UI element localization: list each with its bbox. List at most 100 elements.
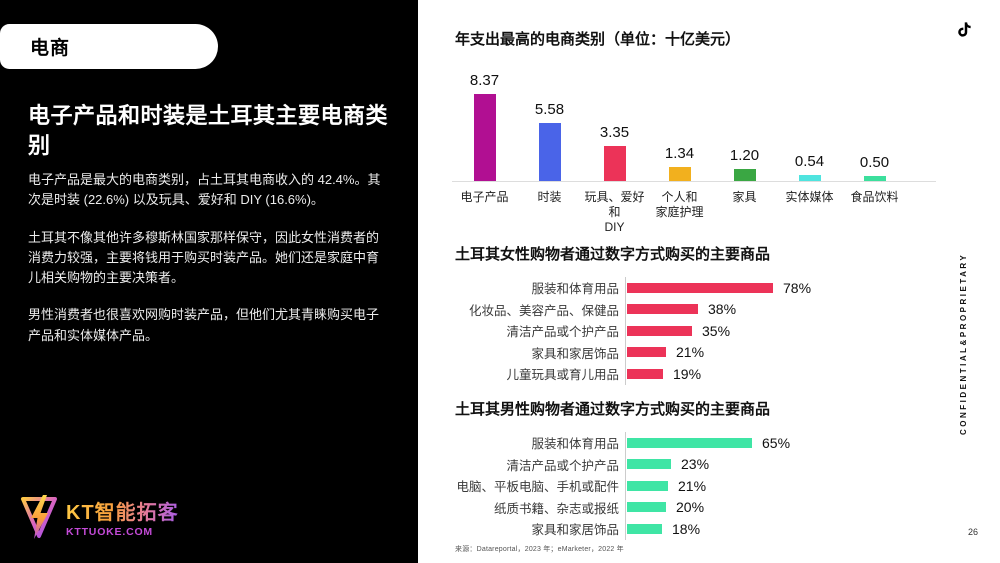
bar-value-label: 0.54 [794, 153, 825, 171]
x-axis-line [452, 181, 936, 182]
hbar-row: 化妆品、美容产品、保健品 38% [455, 298, 995, 320]
bar [798, 175, 821, 181]
hbar [627, 437, 752, 448]
bar-value-label: 3.35 [599, 124, 630, 142]
hbar-value-label: 19% [673, 365, 702, 382]
hbar-value-label: 38% [708, 301, 737, 318]
hbar-track: 20% [625, 496, 704, 518]
hbar-value-label: 78% [783, 279, 812, 296]
men-chart-section: 土耳其男性购物者通过数字方式购买的主要商品 服装和体育用品 65% 清洁产品或个护产… [455, 398, 995, 540]
bar [538, 122, 561, 181]
hbar-category-label: 清洁产品或个护产品 [506, 325, 619, 340]
bar-value-label: 8.37 [469, 71, 500, 89]
body-paragraphs: 电子产品是最大的电商类别，占土耳其电商收入的 42.4%。其次是时装 (22.6… [28, 170, 386, 363]
body-paragraph: 男性消费者也很喜欢网购时装产品，但他们尤其青睐购买电子产品和实体媒体产品。 [28, 307, 380, 343]
bar-category-label: 个人和 家庭护理 [655, 190, 704, 219]
bar-value-label: 1.34 [664, 145, 695, 163]
hbar-row: 服装和体育用品 78% [455, 277, 995, 299]
hbar [627, 282, 773, 293]
hbar [627, 347, 666, 358]
bar-columns: 8.37 5.58 3.35 1.34 1.20 0.54 0.50 [452, 58, 936, 181]
women-chart-section: 土耳其女性购物者通过数字方式购买的主要商品 服装和体育用品 78% 化妆品、美容产品… [455, 243, 995, 385]
lightning-bolt-triangle-icon [21, 495, 57, 539]
hbar-category-label: 电脑、平板电脑、手机或配件 [456, 480, 619, 495]
slide-title: 电子产品和时装是土耳其主要电商类别 [28, 103, 389, 159]
spend-chart-title: 年支出最高的电商类别（单位：十亿美元） [455, 31, 741, 48]
women-chart-title: 土耳其女性购物者通过数字方式购买的主要商品 [455, 246, 771, 263]
bar-column: 8.37 [452, 58, 517, 181]
brand-name: KT智能拓客 [66, 496, 179, 525]
hbar [627, 523, 662, 534]
hbar-value-label: 21% [678, 477, 707, 494]
hbar-category-label: 服装和体育用品 [531, 437, 619, 452]
hbar-value-label: 23% [681, 456, 710, 473]
source-note: 来源：Datareportal，2023 年；eMarketer，2022 年 [455, 546, 624, 553]
spend-bar-chart: 8.37 5.58 3.35 1.34 1.20 0.54 0.50 电子产品 时装 玩具、爱好… [452, 58, 936, 235]
bar-category-label: 家具 [732, 190, 757, 204]
confidential-label: CONFIDENTIAL&PROPRIETARY [959, 252, 968, 435]
hbar-value-label: 18% [672, 520, 701, 537]
brand-logo: KT智能拓客 KTTUOKE.COM [20, 494, 179, 540]
hbar-track: 18% [625, 518, 700, 540]
bar-category-label: 时装 [537, 190, 562, 204]
hbar [627, 368, 663, 379]
women-chart-rows: 服装和体育用品 78% 化妆品、美容产品、保健品 38% 清洁产品或个护产品 35% 家具和… [455, 277, 995, 385]
body-paragraph: 土耳其不像其他许多穆斯林国家那样保守，因此女性消费者的消费力较强，主要将钱用于购… [28, 229, 380, 286]
hbar-category-label: 化妆品、美容产品、保健品 [468, 303, 619, 318]
brand-url: KTTUOKE.COM [66, 526, 153, 538]
bar [733, 168, 756, 181]
hbar-value-label: 21% [676, 344, 705, 361]
hbar-row: 服装和体育用品 65% [455, 432, 995, 454]
hbar-value-label: 35% [702, 322, 731, 339]
hbar [627, 459, 671, 470]
hbar-category-label: 清洁产品或个护产品 [506, 458, 619, 473]
bar-category-label: 电子产品 [460, 190, 509, 204]
hbar-row: 清洁产品或个护产品 35% [455, 320, 995, 342]
hbar-category-label: 儿童玩具或育儿用品 [506, 368, 619, 383]
hbar-row: 纸质书籍、杂志或报纸 20% [455, 496, 995, 518]
bar-value-label: 0.50 [859, 153, 890, 171]
hbar [627, 502, 666, 513]
hbar-track: 35% [625, 320, 730, 342]
bar-column: 3.35 [582, 58, 647, 181]
hbar-track: 65% [625, 432, 790, 454]
bar-category-labels: 电子产品 时装 玩具、爱好和 DIY 个人和 家庭护理 家具 实体媒体 食品饮料 [452, 182, 936, 235]
hbar-value-label: 65% [762, 434, 791, 451]
hbar-track: 21% [625, 475, 706, 497]
bar [473, 93, 496, 181]
bar-column: 0.50 [842, 58, 907, 181]
page-number: 26 [968, 527, 979, 537]
men-chart-title: 土耳其男性购物者通过数字方式购买的主要商品 [455, 401, 771, 418]
bar [603, 146, 626, 181]
hbar-category-label: 家具和家居饰品 [531, 523, 619, 538]
hbar-category-label: 纸质书籍、杂志或报纸 [493, 501, 619, 516]
tiktok-icon [958, 22, 971, 37]
bar [668, 167, 691, 181]
hbar-row: 清洁产品或个护产品 23% [455, 453, 995, 475]
hbar-row: 电脑、平板电脑、手机或配件 21% [455, 475, 995, 497]
body-paragraph: 电子产品是最大的电商类别，占土耳其电商收入的 42.4%。其次是时装 (22.6… [28, 172, 381, 208]
hbar-category-label: 家具和家居饰品 [531, 346, 619, 361]
brand-text: KT智能拓客 KTTUOKE.COM [66, 496, 179, 538]
bar-category-label: 食品饮料 [850, 190, 899, 204]
bar-column: 1.20 [712, 58, 777, 181]
bar-column: 1.34 [647, 58, 712, 181]
hbar-track: 19% [625, 363, 701, 385]
bar-column: 5.58 [517, 58, 582, 181]
hbar-track: 21% [625, 341, 705, 363]
hbar-row: 家具和家居饰品 21% [455, 341, 995, 363]
hbar [627, 325, 692, 336]
bar-column: 0.54 [777, 58, 842, 181]
bar-value-label: 5.58 [534, 100, 565, 118]
bar [863, 175, 886, 181]
hbar [627, 480, 668, 491]
hbar-track: 38% [625, 298, 737, 320]
section-badge: 电商 [0, 24, 218, 69]
hbar-row: 家具和家居饰品 18% [455, 518, 995, 540]
hbar-track: 23% [625, 453, 710, 475]
hbar [627, 304, 698, 315]
section-badge-label: 电商 [30, 38, 71, 59]
bar-category-label: 玩具、爱好和 DIY [584, 190, 645, 234]
bar-category-label: 实体媒体 [785, 190, 834, 204]
